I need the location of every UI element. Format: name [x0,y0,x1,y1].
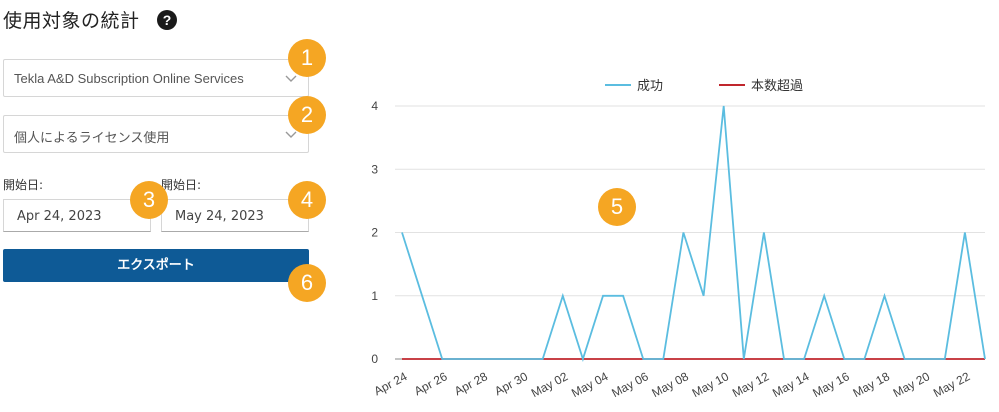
y-tick-label: 1 [371,289,378,303]
x-tick-label: May 14 [770,369,812,400]
page-title: 使用対象の統計 [3,10,140,32]
start-date-value: Apr 24, 2023 [17,209,102,224]
step-badge-5: 5 [598,188,636,226]
start-date-input[interactable]: Apr 24, 2023 [3,199,151,232]
series-line [401,105,986,362]
x-tick-label: May 02 [529,369,571,400]
license-type-select[interactable]: 個人によるライセンス使用 [3,115,309,153]
subscription-select-value: Tekla A&D Subscription Online Services [14,71,244,86]
legend-label: 成功 [637,78,663,93]
step-badge-6: 6 [288,264,326,302]
end-date-label: 開始日: [161,178,202,192]
x-tick-label: May 10 [690,369,732,400]
y-tick-label: 2 [371,226,378,240]
chevron-down-icon [285,75,297,82]
x-tick-label: May 20 [891,369,933,400]
step-badge-1: 1 [288,39,326,77]
y-tick-label: 0 [371,352,378,366]
x-tick-label: Apr 30 [492,369,530,398]
x-tick-label: Apr 24 [372,369,410,398]
step-badge-2: 2 [288,96,326,134]
y-tick-label: 3 [371,162,378,176]
x-tick-label: May 06 [609,369,651,400]
step-badge-4: 4 [288,181,326,219]
start-date-label: 開始日: [3,178,44,192]
x-tick-label: May 22 [931,369,973,400]
export-button[interactable]: エクスポート [3,249,309,282]
x-tick-label: May 08 [650,369,692,400]
legend-label: 本数超過 [751,78,803,93]
step-badge-3: 3 [130,181,168,219]
chevron-down-icon [285,131,297,138]
y-tick-label: 4 [371,99,378,113]
end-date-value: May 24, 2023 [175,209,264,224]
x-tick-label: May 18 [851,369,893,400]
x-tick-label: May 16 [810,369,852,400]
x-tick-label: Apr 28 [452,369,490,398]
x-tick-label: Apr 26 [412,369,450,398]
question-circle-icon[interactable]: ? [157,10,177,30]
subscription-select[interactable]: Tekla A&D Subscription Online Services [3,59,309,97]
x-tick-label: May 12 [730,369,772,400]
license-type-select-value: 個人によるライセンス使用 [14,130,170,145]
x-tick-label: May 04 [569,369,611,400]
end-date-input[interactable]: May 24, 2023 [161,199,309,232]
